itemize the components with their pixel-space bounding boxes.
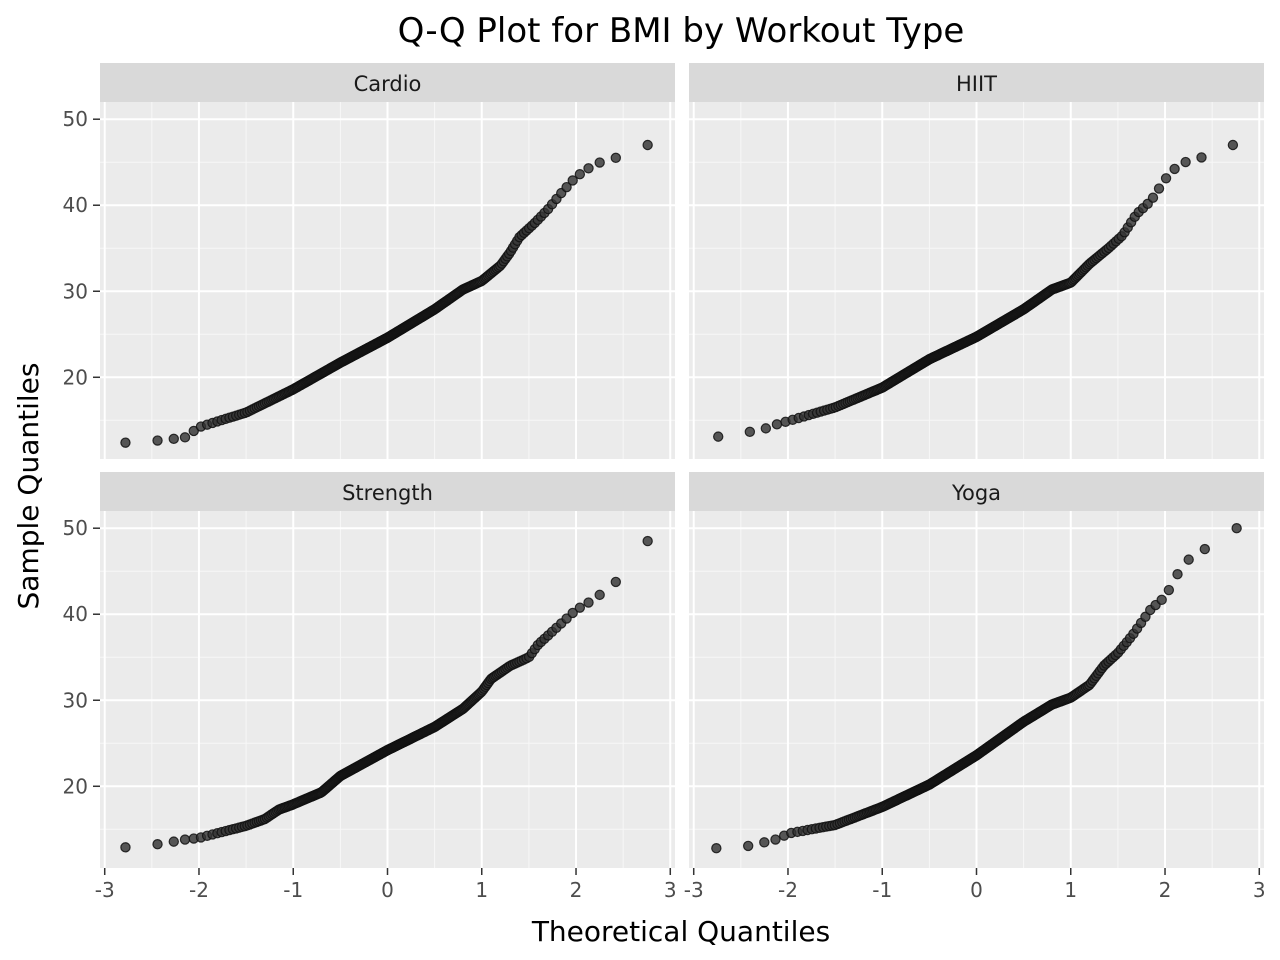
qq-point — [744, 426, 756, 438]
facet-cardio: Cardio 20 30 40 50 — [63, 63, 675, 459]
qq-point — [583, 597, 594, 608]
strip-yoga — [689, 472, 1264, 511]
y-tick-label: 20 — [63, 365, 88, 389]
strip-hiit — [689, 63, 1264, 102]
qq-point — [771, 419, 783, 430]
x-tick-label: -1 — [283, 878, 303, 902]
strip-label-yoga: Yoga — [951, 481, 1001, 505]
y-axis-title: Sample Quantiles — [12, 363, 45, 610]
x-tick-label: 1 — [1064, 878, 1077, 902]
qq-point — [713, 431, 724, 442]
strip-label-cardio: Cardio — [354, 72, 422, 96]
facet-strength: Strength 20 30 40 50 -3 -2 -1 0 1 2 3 — [63, 472, 677, 902]
qq-point — [168, 836, 179, 847]
qq-point — [1183, 554, 1194, 565]
y-tick-label: 40 — [63, 602, 88, 626]
qq-point — [1231, 523, 1242, 534]
qq-point — [1169, 163, 1180, 175]
qq-point — [1160, 173, 1172, 184]
qq-point — [594, 157, 605, 168]
qq-point — [1153, 183, 1165, 194]
qq-point — [168, 433, 179, 445]
qq-point — [152, 838, 163, 850]
strip-cardio — [100, 63, 675, 102]
qq-point — [1227, 139, 1239, 151]
x-tick-label: 0 — [381, 878, 394, 902]
strip-label-hiit: HIIT — [956, 72, 997, 96]
qq-point — [152, 435, 163, 446]
x-tick-label: 2 — [1159, 878, 1172, 902]
facet-yoga: Yoga -3 -2 -1 0 1 2 3 — [684, 472, 1266, 902]
qq-point — [1172, 569, 1183, 580]
y-tick-label: 20 — [63, 774, 88, 798]
qq-point — [1196, 152, 1207, 163]
qq-point — [567, 607, 578, 619]
x-tick-label: 2 — [570, 878, 583, 902]
qq-point — [1180, 156, 1191, 168]
qq-point — [179, 834, 191, 845]
x-tick-label: 1 — [475, 878, 488, 902]
x-tick-label: -2 — [778, 878, 798, 902]
qq-point — [120, 842, 131, 853]
y-tick-label: 40 — [63, 193, 88, 217]
x-tick-label: 3 — [664, 878, 677, 902]
y-tick-label: 50 — [63, 107, 88, 131]
y-tick-label: 30 — [63, 279, 88, 303]
qq-point — [583, 163, 594, 174]
x-tick-label: 0 — [970, 878, 983, 902]
strip-strength — [100, 472, 675, 511]
qq-point — [610, 576, 622, 588]
x-tick-label: -1 — [872, 878, 892, 902]
qq-point — [1156, 594, 1167, 606]
qq-point — [120, 437, 131, 448]
qq-point — [642, 139, 653, 151]
qq-point — [1147, 192, 1159, 203]
qq-point — [561, 181, 572, 193]
qq-point — [711, 843, 722, 854]
x-tick-label: -2 — [189, 878, 209, 902]
qq-point — [574, 169, 586, 180]
qq-point — [642, 535, 653, 547]
qq-point — [567, 175, 578, 186]
qq-point — [1163, 584, 1175, 596]
qq-point — [594, 589, 605, 601]
qq-point — [574, 602, 586, 613]
qq-point — [610, 152, 622, 164]
x-tick-label: -3 — [95, 878, 115, 902]
qq-point — [759, 837, 770, 848]
qq-point — [760, 423, 772, 434]
qq-point — [1199, 543, 1211, 555]
strip-label-strength: Strength — [342, 481, 433, 505]
qq-point — [770, 834, 781, 845]
chart-title: Q-Q Plot for BMI by Workout Type — [398, 11, 965, 51]
x-tick-label: 3 — [1253, 878, 1266, 902]
y-tick-label: 50 — [63, 516, 88, 540]
y-tick-label: 30 — [63, 688, 88, 712]
facet-hiit: HIIT — [689, 63, 1264, 459]
x-tick-label: -3 — [684, 878, 704, 902]
x-axis-title: Theoretical Quantiles — [531, 915, 830, 948]
qq-point — [179, 432, 191, 443]
qq-point — [742, 840, 754, 852]
